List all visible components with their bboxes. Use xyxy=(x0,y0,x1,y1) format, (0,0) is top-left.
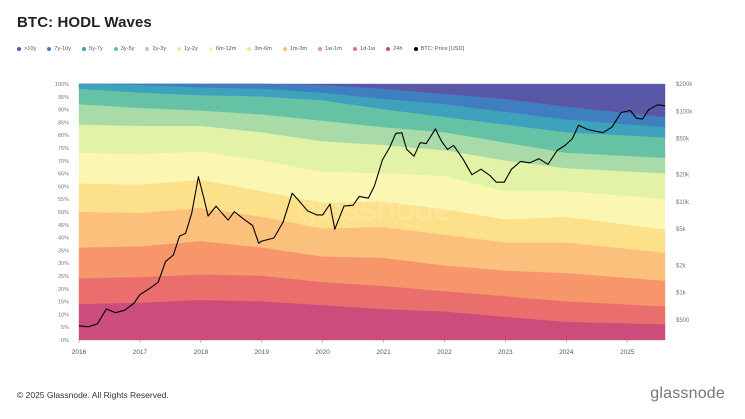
legend-item-5[interactable]: 1y-2y xyxy=(177,46,198,52)
watermark-text: glassnode xyxy=(297,190,452,228)
legend-label: BTC: Price [USD] xyxy=(420,46,465,52)
legend-item-10[interactable]: 1d-1w xyxy=(352,46,376,52)
price-line xyxy=(78,104,666,328)
y-tick-label: 65% xyxy=(58,172,69,178)
y2-tick-label: $50k xyxy=(676,137,690,143)
legend-label: 1y-2y xyxy=(184,46,198,52)
y-tick-label: 0% xyxy=(61,338,69,344)
legend-item-12[interactable]: BTC: Price [USD] xyxy=(413,46,465,52)
x-tick-label: 2024 xyxy=(559,349,574,356)
y-tick-label: 95% xyxy=(58,95,69,101)
x-tick-label: 2018 xyxy=(194,349,209,356)
legend-label: 3m-6m xyxy=(254,46,272,52)
legend-label: 1d-1w xyxy=(359,46,376,52)
y-tick-label: 100% xyxy=(55,82,69,88)
y-tick-label: 70% xyxy=(58,159,69,165)
x-tick-label: 2022 xyxy=(437,349,452,356)
legend-item-11[interactable]: 24h xyxy=(386,46,403,52)
legend-swatch xyxy=(17,47,21,51)
y2-tick-label: $20k xyxy=(676,173,690,179)
legend-swatch xyxy=(413,47,418,51)
y-tick-label: 90% xyxy=(58,108,69,114)
legend-item-8[interactable]: 1m-3m xyxy=(282,46,308,52)
y-tick-label: 55% xyxy=(58,197,69,203)
legend-item-0[interactable]: >10y xyxy=(17,46,36,52)
x-tick-label: 2021 xyxy=(376,349,391,356)
legend-swatch xyxy=(47,47,52,51)
legend-swatch xyxy=(113,47,118,51)
legend-item-1[interactable]: 7y-10y xyxy=(47,46,71,52)
left-axis-ticks: 0% 5% 10% 15% 20% 25% 30% 35% 40% 45% 50% 55% 60% 65%… xyxy=(55,82,69,344)
legend-swatch xyxy=(352,47,357,51)
chart-title: BTC: HODL Waves xyxy=(17,14,152,31)
x-tick-label: 2019 xyxy=(255,349,270,356)
legend-swatch xyxy=(82,47,87,51)
legend-label: 7y-10y xyxy=(54,46,72,52)
legend-swatch xyxy=(386,47,391,51)
legend-label: 5y-7y xyxy=(89,46,103,52)
legend-label: >10y xyxy=(24,46,37,52)
legend-label: 2y-3y xyxy=(152,46,167,52)
legend-swatch xyxy=(145,47,150,51)
legend-swatch xyxy=(208,47,213,51)
legend-label: 1w-1m xyxy=(325,46,342,52)
y-tick-label: 60% xyxy=(58,184,69,190)
y-tick-label: 80% xyxy=(58,133,69,139)
x-tick-label: 2023 xyxy=(498,349,513,356)
legend-item-6[interactable]: 6m-12m xyxy=(208,46,237,52)
legend-label: 6m-12m xyxy=(215,46,237,52)
y2-tick-label: $500 xyxy=(676,318,690,324)
legend-label: 24h xyxy=(393,46,403,52)
y-tick-label: 30% xyxy=(58,261,69,267)
y-tick-label: 35% xyxy=(58,248,69,254)
legend-item-4[interactable]: 2y-3y xyxy=(145,46,166,52)
x-tick-label: 2017 xyxy=(133,349,148,356)
y-tick-label: 10% xyxy=(58,312,69,318)
y-tick-label: 40% xyxy=(58,236,69,242)
y-tick-label: 85% xyxy=(58,120,69,126)
y2-tick-label: $2k xyxy=(676,263,687,269)
y2-tick-label: $1k xyxy=(676,291,687,297)
legend-item-3[interactable]: 3y-5y xyxy=(113,46,135,52)
y-tick-label: 25% xyxy=(58,274,69,280)
legend-label: 1m-3m xyxy=(289,46,308,52)
legend-swatch xyxy=(282,47,287,51)
y2-tick-label: $10k xyxy=(676,200,690,206)
x-tick-label: 2020 xyxy=(315,349,330,356)
y-tick-label: 75% xyxy=(58,146,69,152)
right-axis-ticks: $500 $1k $2k $5k $10k $20k $50k $100k $200k xyxy=(676,82,693,324)
y-tick-label: 20% xyxy=(58,287,69,293)
y-tick-label: 45% xyxy=(58,223,69,229)
chart-legend: >10y 7y-10y 5y-7y 3y-5y 2y-3y 1y-2y 6m-12m 3m-6… xyxy=(17,44,475,54)
x-axis-ticks: 2016 2017 2018 2019 2020 2021 2022 2023 2024 2025 xyxy=(72,340,635,356)
x-tick-label: 2025 xyxy=(620,349,635,356)
y2-tick-label: $100k xyxy=(676,109,693,115)
stacked-area-bands xyxy=(78,83,666,341)
y-tick-label: 15% xyxy=(58,300,69,306)
glassnode-logo: glassnode xyxy=(650,385,725,402)
y-tick-label: 5% xyxy=(61,325,69,331)
y-tick-label: 50% xyxy=(58,210,69,216)
legend-label: 3y-5y xyxy=(120,46,135,52)
legend-swatch xyxy=(247,47,252,51)
legend-item-7[interactable]: 3m-6m xyxy=(247,46,272,52)
legend-item-9[interactable]: 1w-1m xyxy=(318,46,342,52)
x-tick-label: 2016 xyxy=(72,349,87,356)
legend-swatch xyxy=(177,47,182,51)
price-line-layer xyxy=(78,104,666,328)
y2-tick-label: $200k xyxy=(676,82,693,88)
legend-item-2[interactable]: 5y-7y xyxy=(82,46,103,52)
y2-tick-label: $5k xyxy=(676,227,687,233)
band-24h xyxy=(78,300,666,341)
legend-swatch xyxy=(318,47,323,51)
copyright-footer: © 2025 Glassnode. All Rights Reserved. xyxy=(17,390,169,400)
